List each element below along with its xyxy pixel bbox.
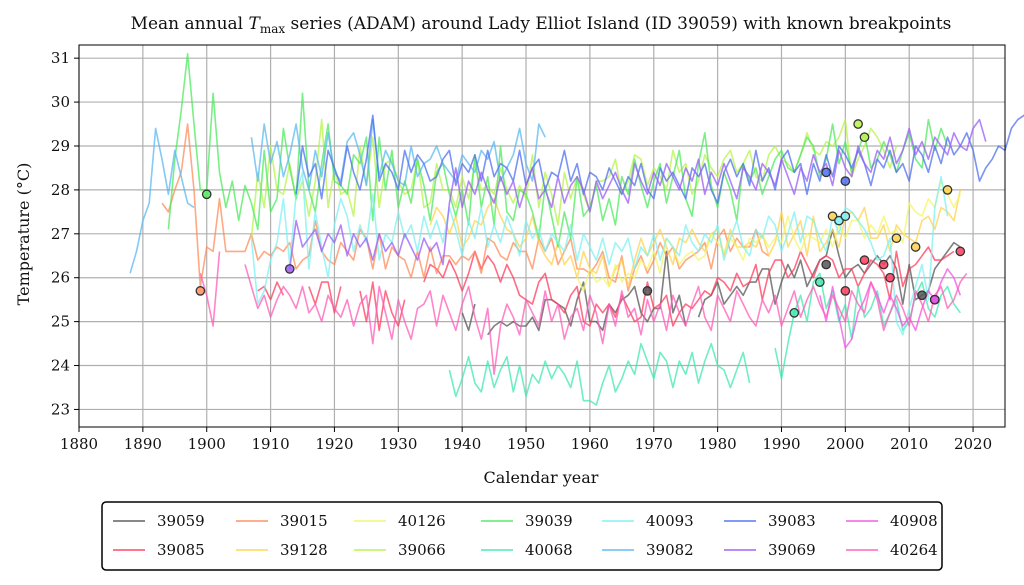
legend-label-39083: 39083 [768,512,816,530]
breakpoint-marker-39128 [910,242,921,252]
legend-label-39069: 39069 [768,541,816,559]
x-tick-label: 1880 [60,435,98,453]
series-line-40068 [448,342,751,406]
series-line-39085 [308,281,342,314]
x-tick-label: 1990 [762,435,800,453]
series-line-39128 [429,189,962,288]
x-tick-label: 1910 [251,435,289,453]
x-tick-label: 1890 [124,435,162,453]
series-line-40264 [199,251,221,327]
breakpoint-marker-39069 [284,264,295,274]
breakpoint-marker-39059 [917,290,927,301]
legend-label-40908: 40908 [890,512,938,530]
series-line-39082 [129,127,195,274]
chart-title-symbol: T [249,14,262,34]
chart-title-prefix: Mean annual [131,14,249,34]
legend-label-39015: 39015 [280,512,328,530]
series-line-40908 [819,268,962,349]
legend-label-40264: 40264 [890,541,938,559]
y-tick-label: 28 [51,181,70,199]
series-line-39069 [288,118,987,270]
breakpoint-marker-39128 [942,185,953,195]
x-tick-label: 1960 [571,435,609,453]
legend-frame [101,501,943,571]
breakpoint-marker-39128 [891,233,902,244]
series-line-39015 [161,123,770,292]
breakpoint-marker-39085 [840,286,851,296]
series-line-40126 [576,180,962,292]
legend-label-39039: 39039 [525,512,573,530]
x-tick-label: 1970 [635,435,673,453]
legend-label-39085: 39085 [157,541,205,559]
legend-label-39128: 39128 [280,541,328,559]
y-axis-label: Temperature (°C) [14,163,33,306]
x-tick-label: 1930 [379,435,417,453]
series-lines [129,52,1024,406]
x-tick-label: 1950 [507,435,545,453]
chart-title-subscript: max [260,22,286,36]
y-tick-label: 25 [51,313,70,331]
breakpoint-marker-39083 [840,176,851,186]
x-axis-label: Calendar year [484,468,599,487]
legend-label-39082: 39082 [646,541,694,559]
x-tick-label: 1900 [188,435,226,453]
series-line-39059 [697,228,961,318]
y-tick-label: 26 [51,269,70,287]
legend-label-40068: 40068 [525,541,573,559]
breakpoint-marker-39059 [642,286,653,296]
breakpoint-marker-39066 [859,132,870,143]
chart-title-suffix: series (ADAM) around Lady Elliot Island … [285,14,951,34]
legend-label-39066: 39066 [398,541,446,559]
x-tick-label: 1980 [699,435,737,453]
series-line-39059 [487,250,687,336]
breakpoint-marker-39085 [955,246,966,257]
series-line-40093 [250,171,949,336]
series-line-40264 [244,264,968,376]
breakpoint-marker-40068 [814,277,825,287]
y-tick-label: 24 [51,357,70,375]
series-line-40068 [774,272,961,380]
series-line-39085 [359,281,406,332]
x-tick-label: 2010 [890,435,928,453]
breakpoint-marker-39066 [853,119,863,129]
y-tick-label: 31 [51,49,70,67]
breakpoint-marker-40093 [834,215,844,226]
breakpoint-marker-40093 [840,211,851,222]
series-line-39082 [250,118,546,191]
x-tick-label: 1940 [443,435,481,453]
breakpoint-marker-39085 [878,259,889,270]
series-line-39085 [257,281,285,301]
breakpoint-marker-39039 [201,189,212,200]
legend-label-39059: 39059 [157,512,205,530]
breakpoint-marker-39059 [821,259,832,270]
series-line-39066 [250,118,898,239]
y-tick-label: 29 [51,137,70,155]
breakpoint-marker-40908 [929,294,940,305]
legend: 39059 39085 39015 39128 40126 39066 39039 40068… [101,501,943,571]
y-tick-label: 30 [51,93,70,111]
breakpoint-marker-39085 [885,272,895,283]
x-tick-label: 2020 [954,435,992,453]
breakpoint-marker-39128 [827,211,838,222]
x-tick-label: 2000 [826,435,864,453]
breakpoint-marker-40068 [789,307,800,318]
breakpoint-marker-39085 [859,255,870,265]
y-tick-label: 23 [51,400,70,418]
series-line-39059 [461,303,476,332]
breakpoint-marker-39083 [821,167,832,178]
chart-title: Mean annual Tmax series (ADAM) around La… [131,14,952,36]
x-tick-label: 1920 [315,435,353,453]
axes: 1880 1890 1900 1910 1920 1930 1940 1950 1960 1970… [51,49,992,453]
y-tick-label: 27 [51,225,70,243]
legend-label-40093: 40093 [646,512,694,530]
series-line-39085 [423,246,955,327]
breakpoint-markers [195,119,966,318]
plot-frame [78,44,1006,428]
legend-label-40126: 40126 [398,512,446,530]
breakpoint-marker-39015 [195,286,206,296]
